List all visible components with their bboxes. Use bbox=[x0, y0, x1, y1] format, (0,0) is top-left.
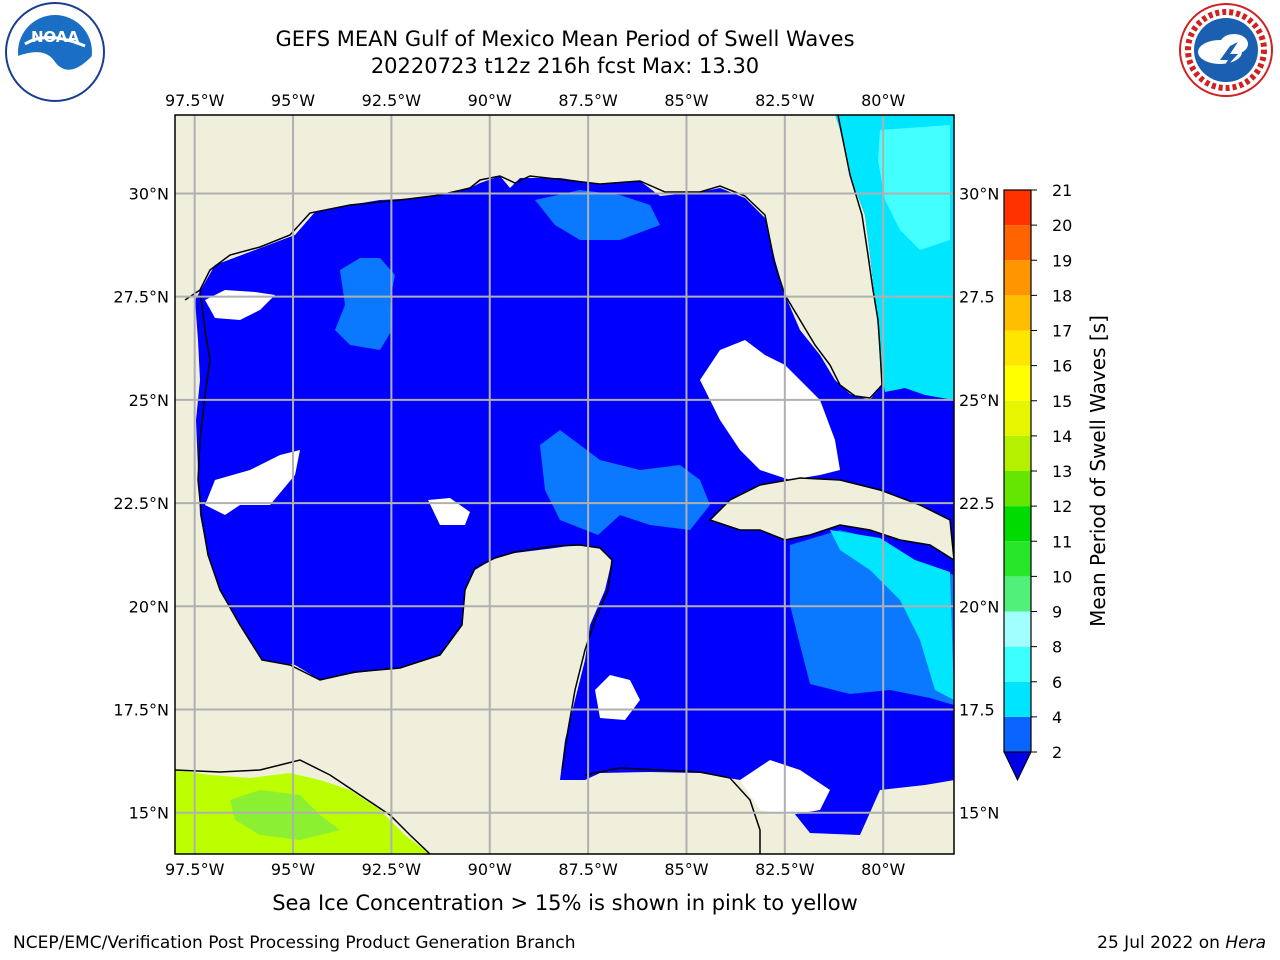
gulf-lightblue-patch-north bbox=[335, 258, 395, 350]
lon-label-top: 95°W bbox=[271, 91, 315, 110]
map-gridlines bbox=[175, 115, 954, 854]
colorbar-segment bbox=[1004, 330, 1031, 366]
plot-subtitle: 20220723 t12z 216h fcst Max: 13.30 bbox=[370, 54, 760, 78]
atlantic-light-cyan-patch bbox=[878, 125, 950, 250]
colorbar-segment bbox=[1004, 681, 1031, 717]
sea-ice-note: Sea Ice Concentration > 15% is shown in … bbox=[272, 891, 858, 915]
colorbar-segment bbox=[1004, 365, 1031, 401]
colorbar-segment bbox=[1004, 611, 1031, 647]
colorbar-extend-arrow bbox=[1003, 751, 1032, 782]
lat-label-right: 17.5 bbox=[959, 701, 995, 720]
colorbar-tick-label: 6 bbox=[1052, 673, 1062, 692]
colorbar: 2 4 6 8 9 10 11 12 13 14 15 16 17 18 19 20 21 Mean Period… bbox=[1003, 181, 1110, 782]
colorbar-segment bbox=[1004, 190, 1031, 226]
colorbar-tick-label: 8 bbox=[1052, 638, 1062, 657]
lat-label-left: 17.5°N bbox=[113, 701, 169, 720]
lat-label-left: 20°N bbox=[129, 597, 169, 616]
colorbar-segment bbox=[1004, 260, 1031, 296]
colorbar-tick-label: 20 bbox=[1052, 216, 1072, 235]
map-frame bbox=[174, 114, 955, 855]
colorbar-tick-label: 15 bbox=[1052, 392, 1072, 411]
colorbar-tick-label: 21 bbox=[1052, 181, 1072, 200]
colorbar-tick-label: 9 bbox=[1052, 603, 1062, 622]
colorbar-segment bbox=[1004, 506, 1031, 542]
footer-credit: NCEP/EMC/Verification Post Processing Pr… bbox=[13, 933, 576, 953]
coastline-pacific bbox=[175, 759, 431, 854]
nodata-patch-east bbox=[700, 340, 840, 480]
lon-label-bottom: 92.5°W bbox=[362, 860, 422, 879]
colorbar-segment bbox=[1004, 541, 1031, 577]
lon-label-bottom: 97.5°W bbox=[165, 860, 225, 879]
lon-label-top: 80°W bbox=[861, 91, 905, 110]
lat-label-right: 30°N bbox=[959, 184, 999, 203]
colorbar-tick-label: 19 bbox=[1052, 251, 1072, 270]
coastline-cuba bbox=[708, 477, 954, 561]
colorbar-tick-label: 17 bbox=[1052, 322, 1072, 341]
footer-date: 25 Jul 2022 on Hera bbox=[1097, 933, 1266, 953]
colorbar-tick-label: 2 bbox=[1052, 743, 1062, 762]
colorbar-segment bbox=[1004, 435, 1031, 471]
nws-logo bbox=[1179, 3, 1273, 97]
lon-label-top: 82.5°W bbox=[755, 91, 815, 110]
lat-label-left: 27.5°N bbox=[113, 288, 169, 307]
lat-label-left: 22.5°N bbox=[113, 494, 169, 513]
noaa-logo-text: NOAA bbox=[31, 28, 80, 46]
lon-label-bottom: 90°W bbox=[468, 860, 512, 879]
lon-label-top: 85°W bbox=[664, 91, 708, 110]
lat-label-right: 25°N bbox=[959, 391, 999, 410]
lat-label-right: 22.5 bbox=[959, 494, 995, 513]
lon-label-top: 92.5°W bbox=[362, 91, 422, 110]
map-tick-labels: 97.5°W 97.5°W 95°W 95°W 92.5°W 92.5°W 90°W 90°W… bbox=[113, 91, 999, 879]
colorbar-tick-label: 14 bbox=[1052, 427, 1072, 446]
lon-label-top: 87.5°W bbox=[558, 91, 618, 110]
colorbar-segment bbox=[1004, 646, 1031, 682]
colorbar-tick-label: 16 bbox=[1052, 357, 1072, 376]
lat-label-left: 25°N bbox=[129, 391, 169, 410]
lat-label-left: 15°N bbox=[129, 804, 169, 823]
lat-label-right: 20°N bbox=[959, 597, 999, 616]
pacific-green-patch bbox=[230, 790, 340, 840]
lon-label-bottom: 82.5°W bbox=[755, 860, 815, 879]
lat-label-left: 30°N bbox=[129, 184, 169, 203]
colorbar-segment bbox=[1004, 471, 1031, 507]
gulf-lightblue-patch-ne bbox=[535, 190, 660, 240]
colorbar-tick-label: 12 bbox=[1052, 497, 1072, 516]
colorbar-segment bbox=[1004, 400, 1031, 436]
lon-label-top: 97.5°W bbox=[165, 91, 225, 110]
lon-label-bottom: 87.5°W bbox=[558, 860, 618, 879]
footer-date-text: 25 Jul 2022 on bbox=[1097, 933, 1226, 953]
colorbar-tick-label: 10 bbox=[1052, 567, 1072, 586]
colorbar-segment bbox=[1004, 576, 1031, 612]
lon-label-bottom: 80°W bbox=[861, 860, 905, 879]
colorbar-label: Mean Period of Swell Waves [s] bbox=[1086, 315, 1110, 627]
nodata-patch-sw bbox=[205, 450, 300, 515]
colorbar-tick-label: 11 bbox=[1052, 532, 1072, 551]
lat-label-right: 15°N bbox=[959, 804, 999, 823]
colorbar-segment bbox=[1004, 225, 1031, 261]
noaa-logo: NOAA bbox=[5, 2, 105, 102]
footer-host: Hera bbox=[1225, 933, 1266, 953]
lon-label-bottom: 85°W bbox=[664, 860, 708, 879]
colorbar-segment bbox=[1004, 716, 1031, 752]
colorbar-tick-label: 13 bbox=[1052, 462, 1072, 481]
colorbar-tick-label: 4 bbox=[1052, 708, 1062, 727]
caribbean-cyan-patch bbox=[830, 530, 954, 700]
lon-label-top: 90°W bbox=[468, 91, 512, 110]
map-area: 97.5°W 97.5°W 95°W 95°W 92.5°W 92.5°W 90°W 90°W… bbox=[113, 91, 999, 879]
coastline-mexico-west bbox=[197, 289, 613, 771]
nodata-patch-yucatan-nw bbox=[428, 498, 470, 525]
colorbar-tick-label: 18 bbox=[1052, 286, 1072, 305]
lon-label-bottom: 95°W bbox=[271, 860, 315, 879]
colorbar-segment bbox=[1004, 295, 1031, 331]
gulf-lightblue-patch bbox=[540, 430, 710, 535]
plot-title: GEFS MEAN Gulf of Mexico Mean Period of … bbox=[275, 27, 855, 51]
coastline-us-mexico bbox=[184, 115, 883, 399]
coastline-honduras bbox=[584, 767, 761, 854]
lat-label-right: 27.5 bbox=[959, 288, 995, 307]
